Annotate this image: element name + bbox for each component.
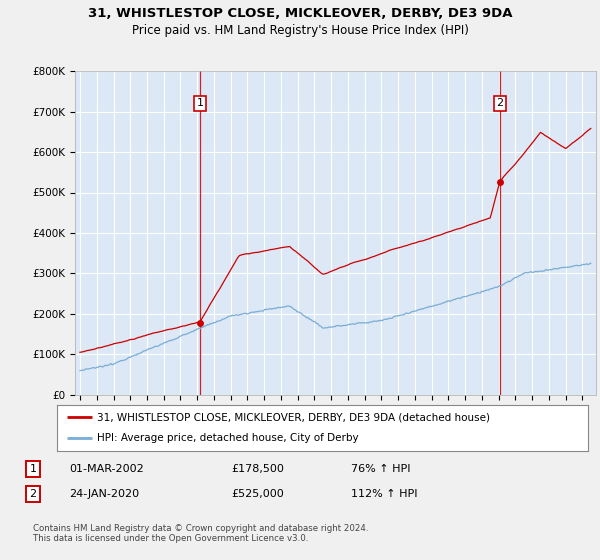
Text: 31, WHISTLESTOP CLOSE, MICKLEOVER, DERBY, DE3 9DA: 31, WHISTLESTOP CLOSE, MICKLEOVER, DERBY… [88, 7, 512, 20]
Text: 1: 1 [29, 464, 37, 474]
Text: £178,500: £178,500 [231, 464, 284, 474]
Text: Price paid vs. HM Land Registry's House Price Index (HPI): Price paid vs. HM Land Registry's House … [131, 24, 469, 36]
Text: 24-JAN-2020: 24-JAN-2020 [69, 489, 139, 499]
Text: HPI: Average price, detached house, City of Derby: HPI: Average price, detached house, City… [97, 433, 358, 444]
Text: 1: 1 [197, 99, 203, 109]
Text: 112% ↑ HPI: 112% ↑ HPI [351, 489, 418, 499]
Text: Contains HM Land Registry data © Crown copyright and database right 2024.
This d: Contains HM Land Registry data © Crown c… [33, 524, 368, 543]
Text: 2: 2 [29, 489, 37, 499]
Text: 31, WHISTLESTOP CLOSE, MICKLEOVER, DERBY, DE3 9DA (detached house): 31, WHISTLESTOP CLOSE, MICKLEOVER, DERBY… [97, 412, 490, 422]
Text: 01-MAR-2002: 01-MAR-2002 [69, 464, 144, 474]
Text: 76% ↑ HPI: 76% ↑ HPI [351, 464, 410, 474]
Text: 2: 2 [496, 99, 503, 109]
Text: £525,000: £525,000 [231, 489, 284, 499]
